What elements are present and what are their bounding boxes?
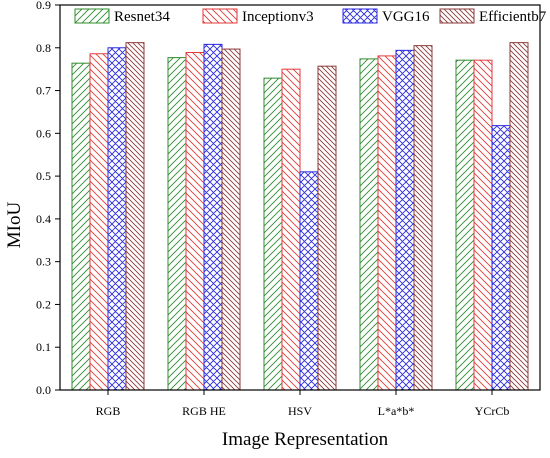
legend-item-inceptionv3: Inceptionv3 xyxy=(202,8,314,25)
y-tick-label: 0.1 xyxy=(36,340,51,354)
legend-label: VGG16 xyxy=(382,9,430,25)
y-tick-label: 0.9 xyxy=(36,0,51,12)
x-axis-title: Image Representation xyxy=(222,429,389,450)
legend-swatch xyxy=(74,8,110,24)
y-tick-label: 0.8 xyxy=(36,41,51,55)
legend-swatch xyxy=(439,8,475,24)
bar-inceptionv3-3 xyxy=(377,55,397,391)
y-tick-label: 0.2 xyxy=(36,297,51,311)
bar-efficientb7-1 xyxy=(221,48,241,391)
bar-resnet34-3 xyxy=(359,58,379,391)
bar-inceptionv3-0 xyxy=(89,53,109,391)
legend-label: Inceptionv3 xyxy=(242,9,314,25)
bar-inceptionv3-2 xyxy=(281,68,301,391)
legend-swatch xyxy=(202,8,238,24)
bar-efficientb7-3 xyxy=(413,45,433,391)
legend-label: Efficientb7 xyxy=(479,9,547,25)
legend-item-resnet34: Resnet34 xyxy=(74,8,170,25)
bar-vgg16-4 xyxy=(491,125,511,391)
y-tick-label: 0.7 xyxy=(36,84,51,98)
x-tick-label: RGB HE xyxy=(182,404,226,418)
x-tick-label: HSV xyxy=(288,404,312,418)
legend-item-vgg16: VGG16 xyxy=(342,8,430,25)
bar-inceptionv3-1 xyxy=(185,51,205,391)
y-tick-label: 0.3 xyxy=(36,255,51,269)
bar-vgg16-2 xyxy=(299,171,319,391)
bar-efficientb7-2 xyxy=(317,65,337,391)
bar-resnet34-4 xyxy=(455,59,475,391)
bar-vgg16-1 xyxy=(203,43,223,391)
bar-vgg16-3 xyxy=(395,49,415,391)
legend: Resnet34 Inceptionv3 VGG16 Efficientb7 xyxy=(74,8,547,25)
bar-efficientb7-4 xyxy=(509,42,529,391)
x-tick-label: YCrCb xyxy=(475,404,510,418)
y-tick-label: 0.4 xyxy=(36,212,51,226)
plot-frame xyxy=(59,4,541,391)
x-tick-label: L*a*b* xyxy=(378,404,415,418)
y-tick-label: 0.0 xyxy=(36,383,51,397)
legend-item-efficientb7: Efficientb7 xyxy=(439,8,547,25)
legend-swatch xyxy=(342,8,378,24)
y-tick-label: 0.6 xyxy=(36,126,51,140)
bar-resnet34-2 xyxy=(263,77,283,391)
bar-resnet34-1 xyxy=(167,57,187,391)
bar-resnet34-0 xyxy=(71,62,91,391)
y-axis-title: MIoU xyxy=(4,202,25,249)
y-tick-label: 0.5 xyxy=(36,169,51,183)
legend-label: Resnet34 xyxy=(114,9,170,25)
bar-efficientb7-0 xyxy=(125,42,145,391)
x-tick-label: RGB xyxy=(96,404,121,418)
bar-vgg16-0 xyxy=(107,47,127,391)
bar-inceptionv3-4 xyxy=(473,59,493,391)
